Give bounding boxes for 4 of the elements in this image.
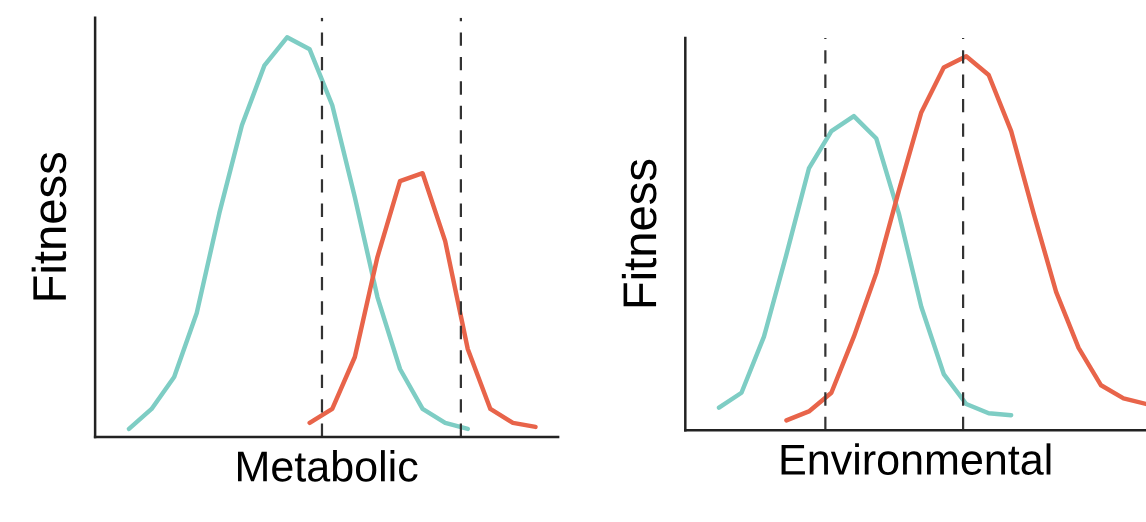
x-axis-title: Metabolic (238, 450, 418, 482)
x-axis-title: Environmental (781, 443, 1051, 475)
y-axis-title: Fitness (31, 152, 67, 300)
y-axis-title: Fitness (621, 159, 657, 307)
